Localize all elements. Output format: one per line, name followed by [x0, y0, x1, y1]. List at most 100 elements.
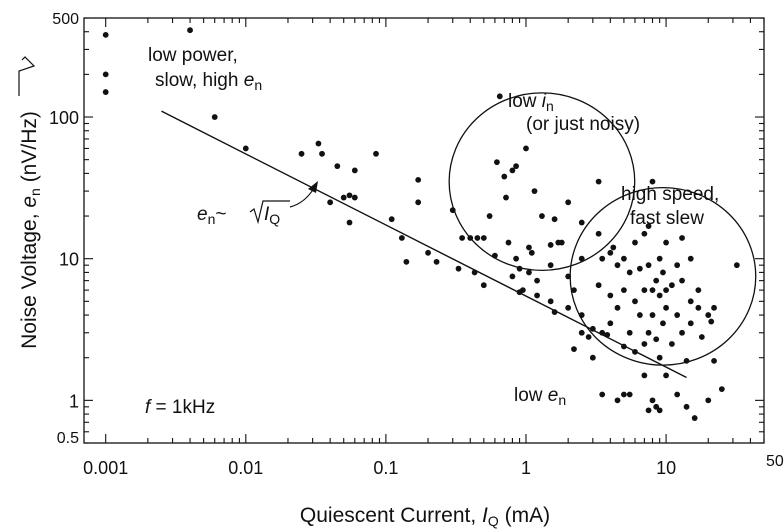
data-point: [486, 213, 493, 219]
fit-label-tilde: ~: [215, 204, 226, 225]
data-point: [663, 287, 669, 294]
data-point: [319, 150, 325, 157]
low-in-region: [448, 92, 636, 272]
data-point: [589, 325, 596, 332]
data-point: [523, 145, 529, 152]
data-point: [687, 320, 694, 327]
data-point: [388, 216, 395, 223]
data-point: [459, 235, 466, 241]
data-point: [589, 354, 596, 361]
data-point: [551, 309, 558, 315]
y-tick-label: 1: [69, 391, 79, 411]
data-point: [632, 239, 638, 246]
data-point: [595, 230, 602, 237]
data-point: [641, 341, 648, 347]
data-point: [679, 329, 685, 336]
annotation-slow-high-en: slow, high en: [155, 70, 262, 93]
data-point: [641, 230, 648, 237]
data-point: [242, 145, 249, 152]
y-axis-title-unit-rad: Hz: [18, 118, 41, 144]
data-point: [626, 269, 633, 276]
data-point: [526, 269, 532, 276]
x-tick-label: 0.1: [373, 458, 398, 478]
annotation-frequency: f = 1kHz: [145, 397, 215, 418]
data-point: [492, 252, 498, 259]
data-point: [660, 269, 666, 276]
data-point: [645, 329, 652, 336]
data-point: [509, 273, 516, 280]
data-point: [455, 265, 462, 272]
data-point: [534, 292, 540, 299]
data-point: [480, 235, 487, 241]
annotation-high-speed: high speed,: [621, 184, 719, 205]
data-point: [578, 255, 585, 262]
fit-label-radical: [249, 200, 290, 225]
data-point: [653, 336, 660, 343]
data-point: [621, 255, 627, 262]
data-point: [607, 249, 614, 256]
data-point: [403, 258, 410, 265]
data-point: [641, 372, 648, 379]
annotation-frequency-text: = 1kHz: [150, 397, 215, 418]
data-point: [614, 262, 621, 269]
data-point: [653, 277, 660, 284]
data-point: [496, 93, 503, 100]
data-point: [599, 391, 606, 398]
data-point: [493, 159, 500, 166]
data-point: [565, 273, 572, 280]
data-point: [346, 219, 353, 226]
data-point: [683, 403, 690, 410]
fit-label-arrowhead: [308, 181, 318, 193]
data-point: [656, 407, 663, 414]
data-point: [649, 287, 656, 294]
data-point: [621, 287, 627, 294]
data-point: [334, 163, 341, 170]
data-point: [503, 194, 509, 201]
data-point: [679, 235, 685, 241]
annotation-low-power: low power,: [148, 45, 238, 66]
data-point: [621, 343, 627, 350]
data-point: [315, 140, 322, 147]
data-point: [595, 282, 602, 289]
fit-label-arrow: [289, 187, 315, 208]
fit-label-sub: n: [208, 211, 216, 227]
y-axis-title-var: e: [18, 196, 41, 208]
data-point: [641, 287, 648, 294]
svg-text:IQ: IQ: [264, 204, 280, 227]
x-axis-title: Quiescent Current, IQ (mA): [300, 504, 550, 529]
y-axis-title-unit-open: (nV/: [18, 144, 41, 189]
data-point: [614, 304, 621, 311]
data-point: [636, 265, 643, 272]
fit-line-label: en~ IQ: [197, 181, 318, 227]
data-point: [698, 334, 705, 340]
data-point: [351, 167, 358, 174]
data-point: [645, 223, 652, 229]
annotation-low-en-var: e: [548, 385, 559, 406]
y-axis-title-sub: n: [27, 188, 43, 196]
data-point: [551, 216, 558, 223]
data-point: [571, 346, 577, 353]
x-axis-title-var: I: [482, 504, 488, 527]
y-tick-label: 100: [49, 108, 79, 128]
data-point: [632, 298, 638, 305]
data-point: [415, 199, 422, 206]
data-point: [415, 176, 422, 183]
data-point: [298, 150, 305, 157]
data-point: [102, 89, 109, 95]
fit-label-rad-sub: Q: [269, 211, 280, 227]
data-point: [621, 391, 627, 398]
data-point: [528, 249, 535, 256]
y-tick-label: 10: [59, 250, 79, 270]
x-tick-label: 0.001: [83, 458, 128, 478]
data-point: [547, 298, 554, 305]
x-axis-title-main: Quiescent Current,: [300, 504, 482, 527]
data-point: [340, 194, 347, 201]
data-point: [626, 329, 633, 336]
data-point: [509, 167, 516, 174]
annotation-fast-slew: fast slew: [630, 208, 704, 229]
data-point: [674, 312, 681, 318]
data-point: [607, 320, 614, 327]
y-axis-title-unit-close: ): [18, 111, 41, 118]
data-point: [604, 331, 611, 338]
